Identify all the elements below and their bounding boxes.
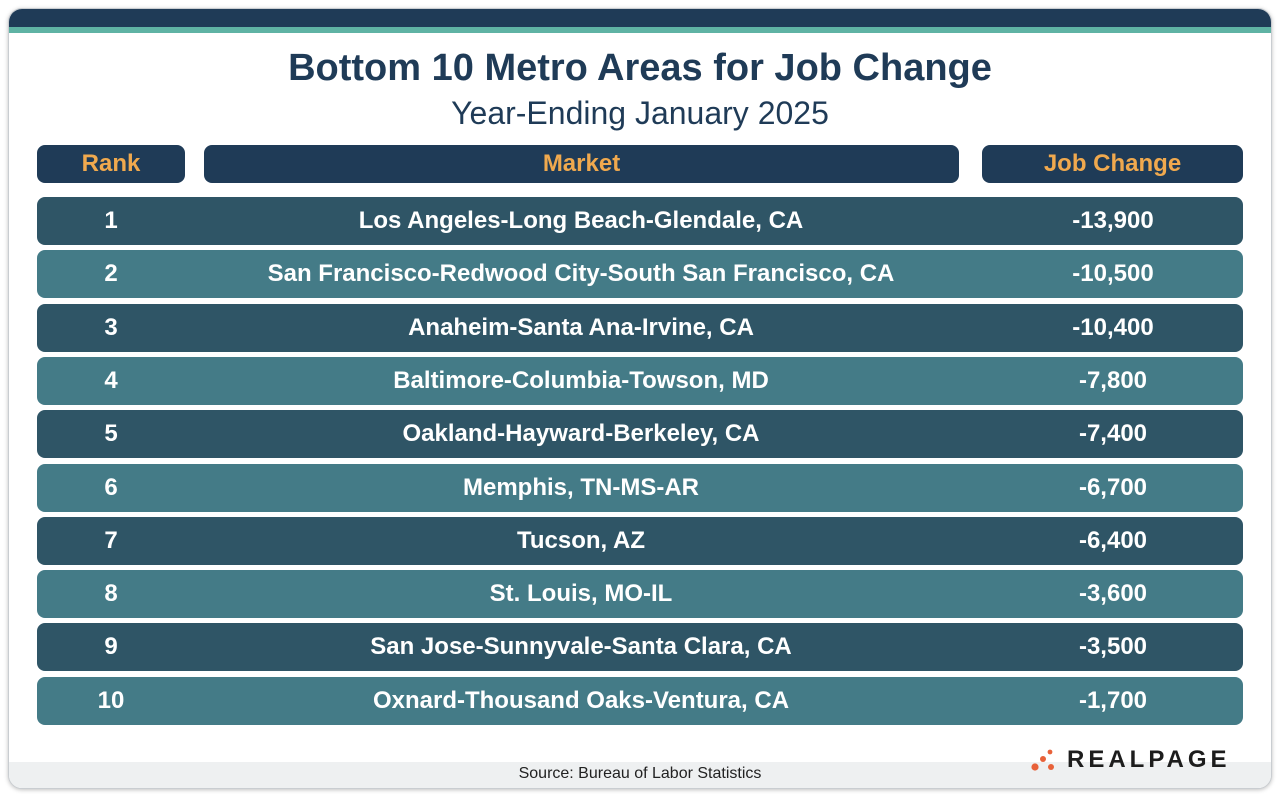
rank-cell: 7 — [104, 526, 118, 554]
rank-cell: 5 — [104, 420, 118, 448]
table-row: 8 St. Louis, MO-IL -3,600 — [37, 570, 1243, 619]
market-cell: San Francisco-Redwood City-South San Fra… — [267, 260, 895, 288]
table-row: 2 San Francisco-Redwood City-South San Fr… — [37, 250, 1243, 299]
table-row: 9 San Jose-Sunnyvale-Santa Clara, CA -3,50… — [37, 623, 1243, 672]
job-change-cell: -7,800 — [1078, 366, 1148, 394]
job-change-cell: -6,400 — [1078, 526, 1148, 554]
job-change-cell: -3,600 — [1078, 580, 1148, 608]
rank-cell: 10 — [97, 686, 125, 714]
rank-cell: 2 — [104, 260, 118, 288]
table-card: Bottom 10 Metro Areas for Job Change Yea… — [8, 8, 1272, 789]
job-change-cell: -3,500 — [1078, 633, 1148, 661]
source-note: Source: Bureau of Labor Statistics — [518, 765, 762, 782]
market-cell: Memphis, TN-MS-AR — [463, 473, 699, 501]
table-row: 3 Anaheim-Santa Ana-Irvine, CA -10,400 — [37, 303, 1243, 352]
market-cell: Los Angeles-Long Beach-Glendale, CA — [358, 207, 804, 234]
table-row: 10 Oxnard-Thousand Oaks-Ventura, CA -1,700 — [37, 676, 1243, 725]
market-cell: San Jose-Sunnyvale-Santa Clara, CA — [370, 633, 792, 661]
header-market: Market — [204, 145, 959, 183]
job-change-cell: -6,700 — [1078, 473, 1148, 501]
market-cell: St. Louis, MO-IL — [489, 580, 673, 608]
job-change-cell: -1,700 — [1078, 686, 1148, 714]
header-rank: Rank — [37, 145, 185, 183]
table-row: 4 Baltimore-Columbia-Towson, MD -7,800 — [37, 356, 1243, 405]
table-row: 5 Oakland-Hayward-Berkeley, CA -7,400 — [37, 410, 1243, 459]
logo-text: REALPAGE — [1067, 746, 1231, 773]
rank-cell: 6 — [104, 473, 118, 501]
market-cell: Baltimore-Columbia-Towson, MD — [393, 366, 769, 394]
chart-title: Bottom 10 Metro Areas for Job Change — [288, 47, 992, 89]
rank-cell: 4 — [104, 366, 118, 394]
accent-stripe — [9, 27, 1271, 33]
rank-cell: 3 — [104, 313, 118, 341]
market-cell: Oakland-Hayward-Berkeley, CA — [402, 420, 760, 448]
top-bar — [9, 9, 1271, 27]
header-job-change: Job Change — [982, 145, 1243, 183]
job-change-cell: -10,500 — [1072, 260, 1154, 288]
rank-cell: 8 — [104, 580, 118, 608]
realpage-dots-icon — [1031, 749, 1054, 771]
job-change-cell: -10,400 — [1072, 313, 1154, 341]
job-change-cell: -7,400 — [1078, 420, 1148, 448]
market-cell: Tucson, AZ — [517, 526, 645, 554]
footer-band — [9, 762, 1271, 788]
realpage-logo: REALPAGE — [1029, 745, 1231, 775]
table-row: 1 Los Angeles-Long Beach-Glendale, CA -13,… — [37, 197, 1243, 245]
market-cell: Oxnard-Thousand Oaks-Ventura, CA — [372, 686, 790, 714]
rank-cell: 9 — [104, 633, 118, 661]
market-cell: Anaheim-Santa Ana-Irvine, CA — [408, 313, 754, 341]
rank-cell: 1 — [104, 207, 118, 234]
table-row: 6 Memphis, TN-MS-AR -6,700 — [37, 463, 1243, 512]
chart-subtitle: Year-Ending January 2025 — [451, 95, 829, 131]
job-change-cell: -13,900 — [1072, 207, 1154, 234]
table-row: 7 Tucson, AZ -6,400 — [37, 516, 1243, 565]
